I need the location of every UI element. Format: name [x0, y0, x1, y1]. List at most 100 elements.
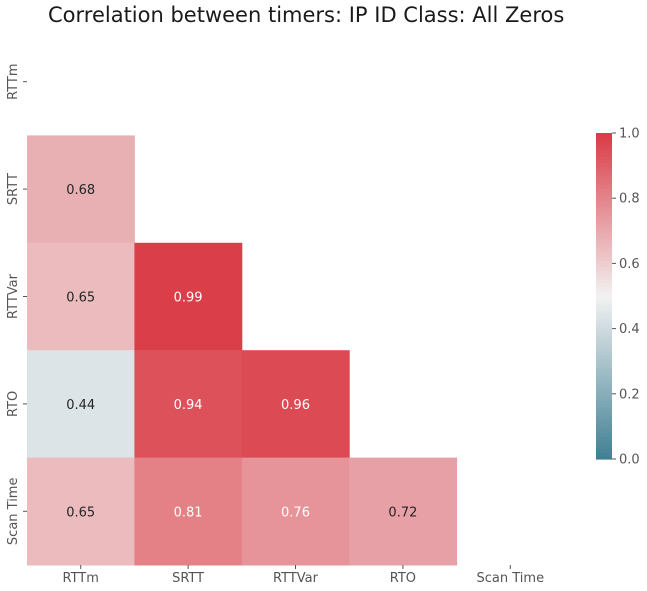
- colorbar-segment: [596, 413, 612, 418]
- colorbar-segment: [596, 341, 612, 346]
- colorbar-segment: [596, 416, 612, 421]
- colorbar-tick-label: 0.6: [619, 257, 640, 272]
- colorbar-segment: [596, 328, 612, 333]
- cell-value-label: 0.81: [174, 505, 203, 520]
- colorbar-segment: [596, 201, 612, 206]
- cell-scan-time-rttvar: [241, 457, 350, 566]
- colorbar-segment: [596, 436, 612, 441]
- colorbar-segment: [596, 432, 612, 437]
- colorbar-tick-label: 1.0: [619, 127, 640, 142]
- colorbar-segment: [596, 230, 612, 235]
- colorbar-tick-label: 0.2: [619, 387, 640, 402]
- colorbar-segment: [596, 289, 612, 294]
- colorbar-segment: [596, 188, 612, 193]
- colorbar-segment: [596, 455, 612, 460]
- colorbar-segment: [596, 224, 612, 229]
- cell-value-label: 0.72: [388, 505, 417, 520]
- colorbar-segment: [596, 159, 612, 163]
- cell-value-label: 0.68: [66, 183, 95, 198]
- colorbar-segment: [596, 315, 612, 320]
- colorbar-tick-label: 0.8: [619, 192, 640, 207]
- cell-value-label: 0.44: [66, 398, 95, 413]
- colorbar-segment: [596, 146, 612, 150]
- y-axis: RTTm SRTT RTTVar RTO Scan Time: [6, 63, 27, 545]
- colorbar-segment: [596, 168, 612, 173]
- colorbar-segment: [596, 344, 612, 349]
- y-tick-label: RTTVar: [6, 273, 21, 319]
- colorbar-segment: [596, 318, 612, 323]
- x-axis: RTTm SRTT RTTVar RTO Scan Time: [62, 565, 544, 586]
- colorbar-segment: [596, 207, 612, 212]
- colorbar-segment: [596, 410, 612, 414]
- colorbar-segment: [596, 322, 612, 326]
- cell-rto-rttvar: [241, 350, 350, 459]
- colorbar-segment: [596, 221, 612, 225]
- cell-scan-time-srtt: [134, 457, 243, 566]
- cell-value-label: 0.99: [174, 291, 203, 306]
- cell-rto-srtt: [134, 350, 243, 459]
- colorbar-segment: [596, 185, 612, 190]
- x-tick-label: RTO: [390, 571, 416, 586]
- colorbar-segment: [596, 198, 612, 203]
- colorbar-segment: [596, 445, 612, 450]
- colorbar-segment: [596, 338, 612, 343]
- colorbar-segment: [596, 181, 612, 186]
- colorbar-segment: [596, 191, 612, 196]
- colorbar-segment: [596, 165, 612, 170]
- colorbar-segment: [596, 331, 612, 336]
- cell-srtt-rttm: [27, 135, 135, 244]
- colorbar-segment: [596, 449, 612, 454]
- colorbar-segment: [596, 380, 612, 385]
- colorbar-segment: [596, 426, 612, 431]
- colorbar-segment: [596, 247, 612, 251]
- colorbar-segment: [596, 217, 612, 222]
- colorbar-segment: [596, 256, 612, 261]
- colorbar-segment: [596, 273, 612, 278]
- colorbar-segment: [596, 374, 612, 379]
- colorbar-segment: [596, 142, 612, 147]
- colorbar-segment: [596, 403, 612, 408]
- colorbar-segment: [596, 276, 612, 281]
- colorbar-segment: [596, 397, 612, 401]
- y-tick-label: RTO: [6, 391, 21, 417]
- colorbar-segment: [596, 253, 612, 258]
- colorbar-tick-label: 0.0: [619, 453, 640, 468]
- colorbar-segment: [596, 211, 612, 216]
- colorbar-segment: [596, 384, 612, 388]
- colorbar-segment: [596, 279, 612, 284]
- colorbar-segment: [596, 243, 612, 248]
- x-tick-label: RTTm: [62, 571, 98, 586]
- colorbar-segment: [596, 364, 612, 369]
- colorbar-segment: [596, 214, 612, 219]
- colorbar-segment: [596, 194, 612, 199]
- cell-scan-time-rto: [349, 457, 458, 566]
- chart-title: Correlation between timers: IP ID Class:…: [48, 3, 564, 27]
- colorbar-segment: [596, 370, 612, 375]
- colorbar-segment: [596, 419, 612, 424]
- colorbar-segment: [596, 429, 612, 434]
- cell-value-label: 0.76: [281, 505, 310, 520]
- colorbar-segment: [596, 442, 612, 447]
- colorbar-segment: [596, 133, 612, 137]
- colorbar-segment: [596, 354, 612, 359]
- colorbar-segment: [596, 139, 612, 144]
- colorbar-segment: [596, 312, 612, 317]
- colorbar-segment: [596, 227, 612, 232]
- colorbar-segment: [596, 162, 612, 167]
- colorbar-segment: [596, 240, 612, 245]
- cell-rto-rttm: [27, 350, 135, 459]
- colorbar-segment: [596, 286, 612, 291]
- colorbar-segment: [596, 305, 612, 310]
- colorbar-segment: [596, 152, 612, 157]
- colorbar-segment: [596, 292, 612, 297]
- cell-value-label: 0.65: [66, 505, 95, 520]
- cell-rttvar-srtt: [134, 242, 243, 351]
- colorbar-segment: [596, 400, 612, 405]
- colorbar-segment: [596, 357, 612, 362]
- colorbar-segment: [596, 367, 612, 372]
- colorbar-segment: [596, 309, 612, 313]
- colorbar-segment: [596, 351, 612, 356]
- colorbar-segment: [596, 406, 612, 411]
- colorbar-segment: [596, 439, 612, 444]
